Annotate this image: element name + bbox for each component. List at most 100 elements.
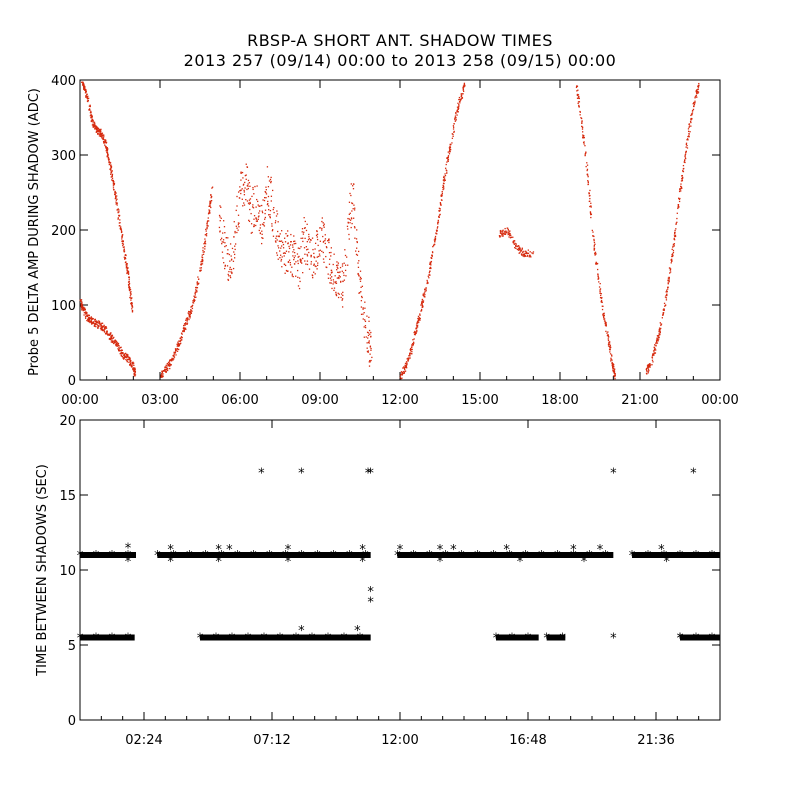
data-point (289, 244, 292, 246)
data-point (208, 212, 210, 214)
data-point (277, 230, 279, 233)
data-point (90, 319, 93, 321)
data-point (657, 340, 659, 342)
data-point (337, 296, 340, 299)
data-point (88, 314, 91, 317)
data-point (128, 289, 131, 292)
data-point (109, 338, 112, 341)
data-point (113, 183, 115, 186)
data-point (460, 93, 463, 95)
data-point (94, 324, 97, 326)
data-point (359, 280, 362, 282)
data-point (530, 256, 532, 258)
data-point (341, 263, 344, 265)
data-point (446, 170, 448, 172)
data-point (180, 336, 183, 338)
data-point (261, 210, 263, 212)
data-point (673, 234, 676, 236)
data-point (91, 323, 93, 325)
data-point (122, 240, 124, 243)
data-point (588, 192, 590, 195)
data-point (96, 321, 98, 324)
star-band (680, 634, 720, 641)
data-point (441, 194, 443, 197)
data-point (242, 177, 244, 179)
data-point (102, 134, 104, 137)
data-point (279, 250, 281, 252)
data-point (695, 94, 697, 97)
data-point (442, 186, 444, 189)
data-point (600, 300, 603, 303)
data-point (329, 258, 331, 260)
data-point (348, 213, 350, 215)
data-point (301, 262, 303, 264)
star-marker: * (109, 549, 116, 564)
star-marker: * (125, 549, 132, 564)
data-point (112, 340, 114, 343)
data-point (456, 106, 459, 108)
data-point (657, 334, 660, 337)
data-point (114, 191, 116, 193)
data-point (416, 324, 419, 326)
data-point (671, 259, 673, 262)
star-marker: * (298, 624, 305, 639)
data-point (328, 238, 330, 241)
data-point (109, 162, 112, 164)
data-point (319, 255, 321, 257)
data-point (188, 313, 190, 315)
data-point (129, 364, 131, 366)
data-point (313, 256, 315, 258)
data-point (111, 177, 114, 179)
data-point (612, 363, 614, 365)
data-point (611, 355, 613, 357)
data-point (665, 294, 667, 297)
data-point (85, 311, 87, 313)
data-point (311, 274, 313, 276)
star-marker: * (509, 632, 516, 647)
data-point (352, 217, 355, 219)
data-point (231, 247, 234, 250)
data-point (235, 209, 237, 212)
data-point (501, 231, 503, 233)
data-point (585, 165, 587, 168)
star-marker: * (709, 632, 716, 647)
data-point (181, 336, 183, 339)
data-point (416, 329, 418, 332)
data-point (399, 375, 402, 377)
data-point (350, 183, 352, 185)
data-point (127, 270, 129, 272)
data-point (115, 203, 117, 205)
data-point (82, 83, 85, 85)
star-marker: * (330, 549, 337, 564)
data-point (595, 262, 597, 264)
data-point (101, 327, 103, 329)
data-point (126, 263, 128, 265)
data-point (679, 197, 681, 200)
data-point (183, 324, 185, 327)
data-point (98, 320, 101, 323)
data-point (677, 207, 679, 210)
star-marker: * (234, 549, 241, 564)
data-point (122, 244, 124, 247)
data-point (340, 293, 343, 295)
data-point (86, 95, 89, 98)
data-point (305, 263, 307, 265)
data-point (128, 279, 130, 281)
data-point (520, 249, 523, 251)
data-point (128, 276, 130, 278)
data-point (311, 237, 314, 239)
star-marker: * (506, 549, 513, 564)
data-point (604, 323, 607, 325)
data-point (333, 289, 335, 292)
data-point (251, 206, 254, 208)
data-point (129, 361, 132, 363)
data-point (90, 117, 92, 119)
data-point (95, 322, 98, 324)
data-point (413, 342, 415, 344)
data-point (220, 217, 222, 219)
data-point (343, 262, 345, 264)
data-point (340, 280, 342, 283)
data-point (337, 271, 339, 274)
data-point (595, 263, 597, 265)
data-point (358, 260, 360, 262)
